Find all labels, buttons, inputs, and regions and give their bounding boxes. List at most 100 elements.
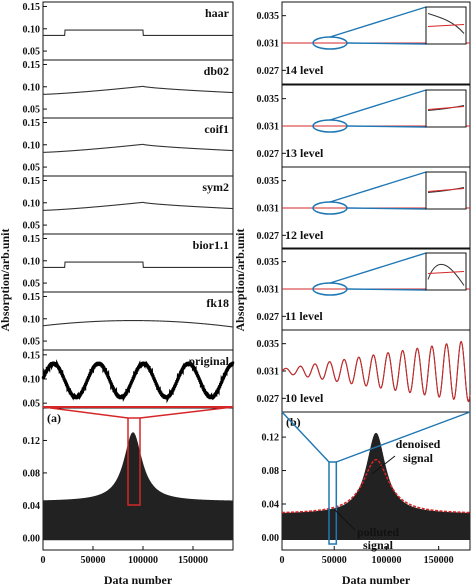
bottom-ytick-label: 0.04 bbox=[262, 500, 280, 511]
xtick-label: 150000 bbox=[178, 555, 208, 566]
series-line bbox=[43, 261, 233, 269]
panel-ytick-label: 0.035 bbox=[257, 176, 280, 187]
series-line bbox=[43, 201, 234, 211]
panel-ytick-label: 0.05 bbox=[23, 163, 41, 174]
signal-line bbox=[42, 432, 234, 541]
callout-line bbox=[346, 125, 427, 128]
annotation-denoised: denoised bbox=[396, 437, 441, 451]
panel-label: sym2 bbox=[202, 180, 229, 194]
panel-frame bbox=[281, 411, 471, 551]
x-axis-label: Data number bbox=[342, 573, 411, 587]
panel-label: (a) bbox=[47, 411, 61, 425]
zoom-box bbox=[127, 417, 141, 506]
panel-ytick-label: 0.027 bbox=[257, 312, 280, 323]
panel-label: coif1 bbox=[204, 122, 229, 136]
x-axis-label: Data number bbox=[104, 573, 173, 587]
panel-14-level: 0.027 0.031 0.035 14 level bbox=[257, 1, 471, 85]
panel-10-level: 0.027 0.031 0.035 10 level bbox=[257, 329, 471, 413]
panel-ytick-label: 0.035 bbox=[257, 257, 280, 268]
panel-coif1: 0.05 0.10 0.15 coif1 bbox=[23, 117, 234, 177]
bottom-ytick-label: 0.00 bbox=[262, 533, 280, 544]
xtick-label: 0 bbox=[280, 555, 285, 566]
bottom-ytick-label: 0.12 bbox=[262, 433, 280, 444]
xtick-label: 0 bbox=[41, 555, 46, 566]
panel-label: fk18 bbox=[206, 296, 229, 310]
series-line bbox=[43, 29, 233, 37]
panel-ytick-label: 0.05 bbox=[23, 279, 41, 290]
annotation-denoised: signal bbox=[403, 451, 434, 465]
panel-ytick-label: 0.15 bbox=[23, 2, 41, 13]
panel-label: bior1.1 bbox=[193, 238, 229, 252]
callout-line bbox=[346, 42, 427, 45]
bottom-ytick-label: 0.00 bbox=[23, 533, 41, 544]
panel-ytick-label: 0.05 bbox=[23, 337, 41, 348]
callout-line bbox=[329, 6, 427, 38]
callout-line bbox=[329, 89, 427, 121]
panel-ytick-label: 0.15 bbox=[23, 234, 41, 245]
panel-ytick-label: 0.035 bbox=[257, 94, 280, 105]
inset-raw-line bbox=[427, 13, 465, 34]
panel-label: db02 bbox=[204, 64, 229, 78]
inset-denoised-line bbox=[427, 106, 465, 110]
panel-ytick-label: 0.15 bbox=[23, 60, 41, 71]
annotation-polluted: signal bbox=[363, 538, 394, 552]
panel-ytick-label: 0.10 bbox=[23, 140, 41, 151]
callout-line bbox=[346, 288, 427, 291]
panel-ytick-label: 0.10 bbox=[23, 256, 41, 267]
panel-label: haar bbox=[205, 6, 230, 20]
callout-line bbox=[329, 252, 427, 284]
callout-line bbox=[346, 207, 427, 210]
panel-ytick-label: 0.035 bbox=[257, 339, 280, 350]
annotation-arrow bbox=[371, 455, 396, 475]
panel-ytick-label: 0.15 bbox=[23, 350, 41, 361]
bottom-ytick-label: 0.12 bbox=[23, 436, 41, 447]
panel-12-level: 0.027 0.031 0.035 12 level bbox=[257, 166, 471, 250]
annotation-polluted: polluted bbox=[357, 525, 399, 539]
panel-fk18: 0.05 0.10 0.15 fk18 bbox=[23, 291, 234, 351]
bottom-panel: 0.000.040.080.12(b)denoisedsignalpollute… bbox=[262, 411, 471, 566]
series-line bbox=[41, 358, 235, 404]
panel-ytick-label: 0.05 bbox=[23, 221, 41, 232]
bottom-panel: 0.00 0.04 0.08 0.12 (a) 0 50000 100000 150000 bbox=[23, 406, 234, 566]
panel-bior1-1: 0.05 0.10 0.15 bior1.1 bbox=[23, 233, 234, 293]
panel-original: 0.05 0.10 0.15 original bbox=[23, 349, 235, 410]
panel-ytick-label: 0.027 bbox=[257, 149, 280, 160]
panel-ytick-label: 0.05 bbox=[23, 47, 41, 58]
xtick-label: 150000 bbox=[424, 555, 454, 566]
panel-db02: 0.05 0.10 0.15 db02 bbox=[23, 59, 234, 119]
annotation-arrow bbox=[334, 509, 356, 531]
panel-13-level: 0.027 0.031 0.035 13 level bbox=[257, 84, 471, 168]
bottom-ytick-label: 0.08 bbox=[262, 466, 280, 477]
panel-sym2: 0.05 0.10 0.15 sym2 bbox=[23, 175, 234, 235]
panel-ytick-label: 0.15 bbox=[23, 118, 41, 129]
panel-label: 13 level bbox=[285, 146, 324, 160]
y-axis-label: Absorption/arb.unit bbox=[233, 228, 247, 331]
panel-ytick-label: 0.15 bbox=[23, 292, 41, 303]
zoom-line bbox=[42, 406, 129, 419]
panel-label: 12 level bbox=[285, 228, 324, 242]
panel-ytick-label: 0.031 bbox=[257, 285, 280, 296]
panel-ytick-label: 0.027 bbox=[257, 394, 280, 405]
panel-ytick-label: 0.10 bbox=[23, 82, 41, 93]
zoom-line bbox=[336, 411, 471, 463]
inset-denoised-line bbox=[427, 24, 465, 27]
inset-denoised-line bbox=[427, 271, 465, 274]
panel-label: 11 level bbox=[285, 309, 323, 323]
y-axis-label: Absorption/arb.unit bbox=[0, 228, 12, 331]
panel-ytick-label: 0.10 bbox=[23, 375, 41, 386]
panel-ytick-label: 0.15 bbox=[23, 176, 41, 187]
panel-ytick-label: 0.027 bbox=[257, 66, 280, 77]
panel-haar: 0.05 0.10 0.15 haar bbox=[23, 1, 234, 61]
signal-line bbox=[281, 432, 471, 540]
panel-ytick-label: 0.031 bbox=[257, 122, 280, 133]
panel-label: 14 level bbox=[285, 63, 324, 77]
panel-ytick-label: 0.10 bbox=[23, 314, 41, 325]
panel-label: 10 level bbox=[285, 391, 324, 405]
series-line bbox=[42, 320, 234, 328]
xtick-label: 100000 bbox=[128, 555, 158, 566]
bottom-ytick-label: 0.04 bbox=[23, 501, 41, 512]
xtick-label: 100000 bbox=[371, 555, 401, 566]
inset-denoised-line bbox=[427, 188, 465, 192]
xtick-label: 50000 bbox=[322, 555, 347, 566]
